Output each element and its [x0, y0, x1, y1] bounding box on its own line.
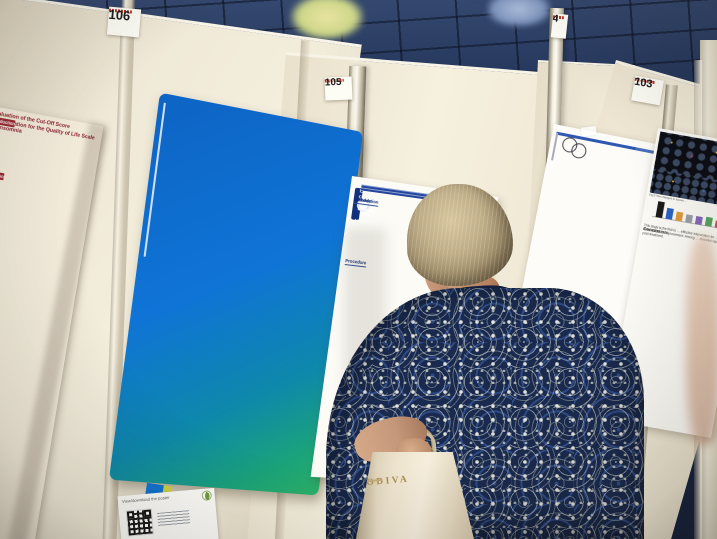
text-lines: [158, 103, 165, 149]
baseline-table: [156, 103, 166, 167]
section-header: References: [164, 105, 166, 107]
figure-caption: [164, 103, 165, 108]
table-caption: [164, 103, 165, 108]
board-number-tag-105: 105: [324, 76, 353, 101]
tape: [580, 125, 597, 137]
board-number: 105: [324, 76, 342, 89]
section-header: Conclusions: [164, 105, 166, 107]
section-header: Discussion: [0, 169, 5, 181]
board-number: 106: [107, 6, 131, 24]
board-number-tag-106: 106: [106, 6, 142, 38]
board-number-tag-104-partial: 4: [550, 13, 569, 39]
skylight-glow-2: [488, 0, 550, 26]
section-header: Disclosures: [164, 105, 166, 107]
qr-card-label: View/download the poster: [121, 494, 170, 504]
declining-line-chart: [158, 104, 164, 152]
mini-table: [160, 103, 166, 135]
text-lines: [157, 510, 191, 527]
results-col-table: [156, 103, 166, 167]
board-number: 103: [633, 75, 654, 91]
activation-dot: [671, 180, 675, 183]
figure-caption: [164, 103, 165, 108]
activation-dot: [670, 141, 673, 144]
figure-caption: [164, 103, 165, 108]
scores-bar-chart: [652, 201, 717, 233]
poster-esketamine: Esketamine … dexmedetomidine … with depr…: [606, 128, 717, 438]
qr-code: [125, 508, 154, 537]
activation-dot: [690, 155, 693, 158]
rising-line-chart: [158, 104, 164, 152]
out-of-focus-foreground: [686, 236, 717, 446]
qr-download-card: View/download the poster: [117, 487, 220, 539]
spike-line-chart: [158, 104, 164, 152]
multi-line-chart: [158, 104, 164, 152]
note-caption: [164, 103, 165, 108]
data-table: [552, 132, 559, 155]
board-number-tag-103: 103: [631, 75, 664, 106]
figure-caption: [164, 103, 165, 108]
board-number: 4: [552, 13, 559, 25]
section-header: Results: [163, 103, 166, 118]
leaf-icon: [201, 490, 213, 501]
references-box: References: [164, 103, 166, 107]
man-hair: [407, 184, 513, 286]
activation-dot: [702, 189, 705, 193]
conclusions-box: Conclusions: [164, 103, 166, 107]
disclosures-box: Disclosures: [164, 103, 166, 107]
skylight-glow: [290, 0, 364, 40]
